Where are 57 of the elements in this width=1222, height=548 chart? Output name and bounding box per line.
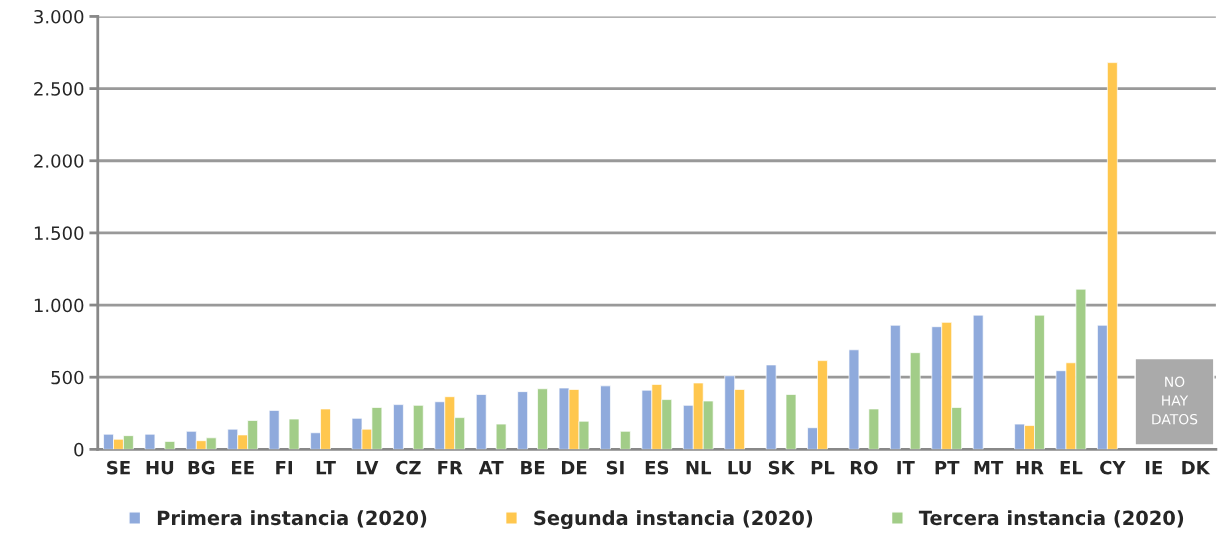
- y-tick-label: 3.000: [34, 9, 84, 24]
- x-tick-label: SK: [768, 460, 796, 475]
- bar: [890, 324, 901, 450]
- bar: [537, 388, 548, 450]
- x-tick-label: DK: [1182, 461, 1211, 475]
- y-tick-label: 2.000: [34, 154, 84, 168]
- x-tick-label: SE: [107, 460, 130, 475]
- y-tick-label: 2.500: [34, 82, 84, 96]
- x-tick-label: IT: [897, 461, 915, 475]
- bar: [475, 394, 487, 450]
- x-tick-label: NL: [686, 461, 712, 475]
- y-tick-label: 1.000: [34, 298, 84, 313]
- x-tick-label: MT: [974, 461, 1004, 475]
- bar: [620, 430, 631, 450]
- x-tick-label: EE: [232, 461, 254, 475]
- bar: [785, 394, 797, 450]
- x-tick-label: PT: [935, 461, 960, 475]
- x-tick-label: FI: [276, 461, 292, 475]
- x-tick-label: CZ: [396, 460, 421, 475]
- x-tick-label: LU: [728, 461, 751, 475]
- bar: [393, 404, 404, 450]
- bar: [765, 364, 777, 450]
- y-tick-label: 0: [74, 442, 84, 457]
- bar: [268, 410, 280, 450]
- x-tick-label: LT: [316, 461, 336, 475]
- bar: [144, 433, 156, 450]
- y-tick-label: 1.500: [34, 226, 84, 241]
- bar: [600, 385, 611, 450]
- bar: [909, 352, 921, 450]
- x-tick-label: EL: [1060, 461, 1083, 475]
- bar: [972, 314, 984, 450]
- bar: [495, 423, 507, 450]
- bar: [288, 418, 300, 450]
- y-tick-label: 500: [51, 370, 84, 385]
- bar: [517, 391, 528, 450]
- x-tick-label: HU: [146, 461, 174, 475]
- annotation: NO HAY DATOS: [1152, 376, 1198, 425]
- x-tick-label: CY: [1100, 460, 1126, 475]
- x-tick-label: FR: [438, 461, 463, 475]
- x-tick-label: PL: [811, 461, 835, 475]
- x-tick-label: ES: [645, 460, 669, 475]
- x-tick-label: BG: [188, 460, 215, 475]
- legend-label: Tercera instancia (2020): [918, 510, 1184, 528]
- legend-label: Segunda instancia (2020): [534, 510, 813, 530]
- x-tick-label: BE: [521, 461, 545, 475]
- bar: [868, 408, 880, 450]
- x-tick-label: RO: [850, 460, 878, 475]
- bar: [164, 441, 176, 450]
- x-tick-label: LV: [357, 461, 379, 475]
- x-tick-label: AT: [478, 461, 504, 475]
- x-tick-label: HR: [1016, 461, 1044, 475]
- legend-label: Primera instancia (2020): [157, 510, 427, 528]
- x-tick-label: DE: [562, 461, 587, 475]
- bar: [848, 349, 860, 450]
- x-tick-label: SI: [606, 460, 624, 475]
- bar: [412, 405, 424, 450]
- x-tick-label: IE: [1145, 461, 1162, 475]
